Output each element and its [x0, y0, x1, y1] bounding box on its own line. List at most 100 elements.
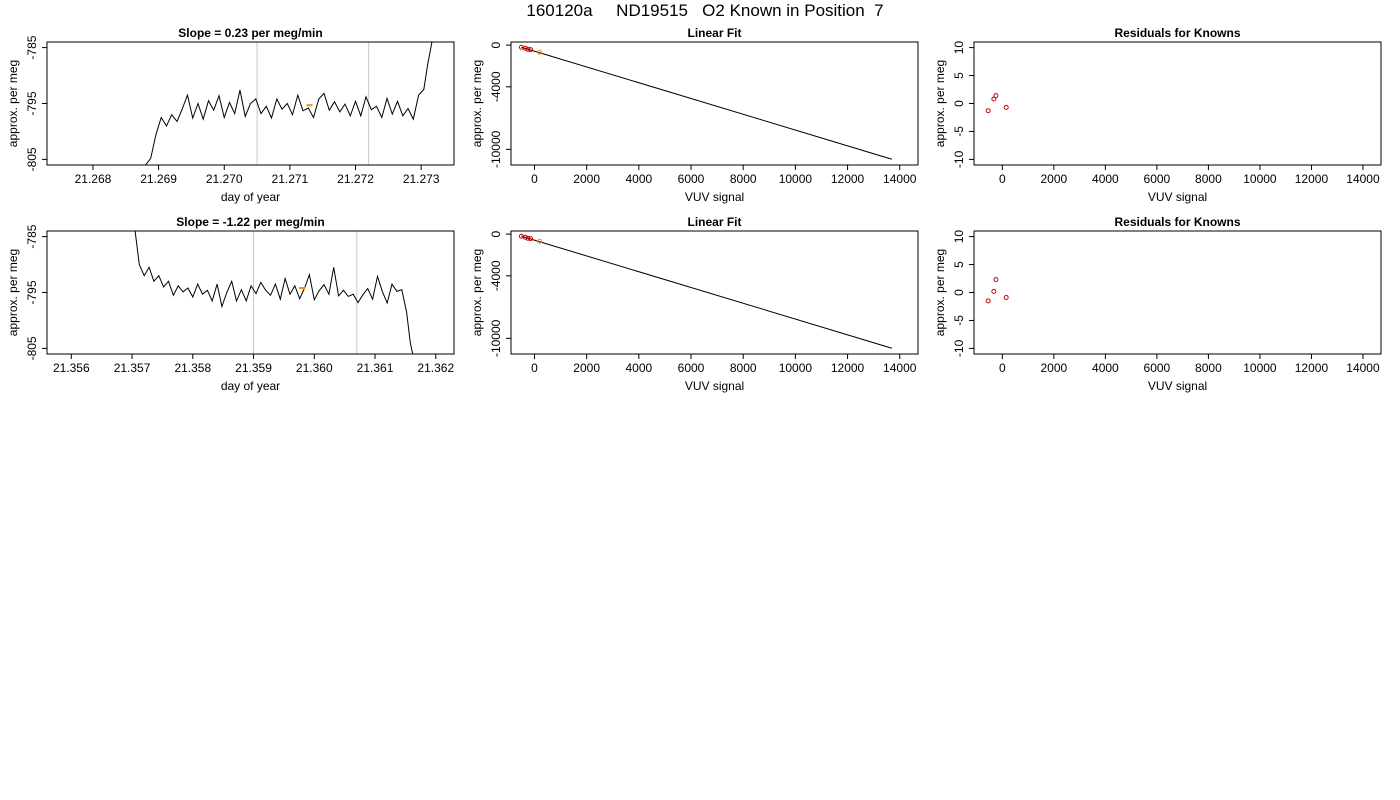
x-tick-label: 8000 [1195, 172, 1222, 186]
y-tick-label: -10 [952, 150, 966, 168]
chart-title: Slope = 0.23 per meg/min [178, 26, 322, 40]
x-tick-label: 21.268 [75, 172, 112, 186]
data-point [537, 49, 543, 55]
chart-title: Residuals for Knowns [1114, 26, 1240, 40]
data-point [537, 238, 543, 244]
x-tick-label: 6000 [1144, 361, 1171, 375]
data-point [991, 288, 997, 294]
x-tick-label: 21.272 [337, 172, 374, 186]
y-tick-label: 0 [952, 100, 966, 107]
plot-frame [510, 230, 919, 355]
x-tick-label: 2000 [573, 172, 600, 186]
x-tick-label: 21.270 [206, 172, 243, 186]
x-axis-label: VUV signal [1148, 190, 1207, 204]
y-axis-label: approx. per meg [933, 249, 947, 336]
x-tick-label: 21.273 [403, 172, 440, 186]
x-tick-label: 4000 [625, 361, 652, 375]
x-tick-label: 14000 [1346, 361, 1380, 375]
y-axis-label: approx. per meg [470, 60, 484, 147]
data-point [1003, 104, 1009, 110]
data-point [528, 47, 534, 53]
y-tick-label: 0 [952, 289, 966, 296]
x-tick-label: 21.361 [357, 361, 394, 375]
x-tick-label: 21.360 [296, 361, 333, 375]
x-tick-label: 21.357 [114, 361, 151, 375]
y-tick-label: -5 [952, 126, 966, 137]
x-tick-label: 21.362 [417, 361, 454, 375]
data-point [522, 234, 528, 240]
x-tick-label: 0 [531, 361, 538, 375]
x-tick-label: 21.358 [174, 361, 211, 375]
page-title: 160120a ND19515 O2 Known in Position 7 [526, 1, 884, 20]
plot-area [134, 231, 414, 354]
x-tick-label: 8000 [730, 361, 757, 375]
x-tick-label: 14000 [883, 172, 917, 186]
x-tick-label: 21.269 [140, 172, 177, 186]
x-tick-label: 0 [999, 361, 1006, 375]
series-line [134, 231, 414, 354]
y-tick-label: 5 [952, 72, 966, 79]
series-line [145, 42, 433, 165]
y-tick-label: -10000 [489, 319, 503, 357]
x-tick-label: 12000 [1295, 172, 1329, 186]
data-point [522, 45, 528, 51]
x-tick-label: 21.356 [53, 361, 90, 375]
x-tick-label: 14000 [883, 361, 917, 375]
x-axis-label: VUV signal [685, 190, 744, 204]
chart-title: Slope = -1.22 per meg/min [176, 215, 324, 229]
x-tick-label: 12000 [831, 361, 865, 375]
x-axis-label: day of year [221, 190, 280, 204]
x-tick-label: 4000 [1092, 361, 1119, 375]
plot-area [145, 42, 433, 165]
plot-area [985, 277, 1009, 304]
plot-frame [46, 230, 455, 355]
x-tick-label: 10000 [779, 361, 813, 375]
plot-frame [46, 41, 455, 166]
y-tick-label: -4000 [489, 260, 503, 291]
y-axis-label: approx. per meg [933, 60, 947, 147]
y-tick-label: -4000 [489, 71, 503, 102]
data-point [1003, 295, 1009, 301]
y-tick-label: -5 [952, 315, 966, 326]
y-tick-label: 10 [952, 230, 966, 244]
data-point [525, 46, 531, 52]
x-tick-label: 2000 [1041, 172, 1068, 186]
x-tick-label: 0 [531, 172, 538, 186]
fit-line [521, 235, 893, 349]
x-tick-label: 10000 [1243, 361, 1277, 375]
y-axis-label: approx. per meg [6, 249, 20, 336]
y-tick-label: -10 [952, 339, 966, 357]
x-axis-label: day of year [221, 379, 280, 393]
x-tick-label: 0 [999, 172, 1006, 186]
y-tick-label: -795 [25, 280, 39, 304]
y-tick-label: 0 [489, 41, 503, 48]
x-tick-label: 12000 [1295, 361, 1329, 375]
y-tick-label: -805 [25, 336, 39, 360]
x-tick-label: 21.271 [272, 172, 309, 186]
x-tick-label: 12000 [831, 172, 865, 186]
x-tick-label: 2000 [573, 361, 600, 375]
data-point [993, 93, 999, 99]
plot-frame [510, 41, 919, 166]
y-tick-label: -805 [25, 147, 39, 171]
y-axis-label: approx. per meg [470, 249, 484, 336]
y-tick-label: -10000 [489, 130, 503, 168]
data-point [993, 277, 999, 283]
y-axis-label: approx. per meg [6, 60, 20, 147]
x-tick-label: 14000 [1346, 172, 1380, 186]
y-tick-label: -785 [25, 35, 39, 59]
plot-area [518, 44, 893, 160]
x-tick-label: 4000 [1092, 172, 1119, 186]
plot-frame [973, 230, 1382, 355]
x-tick-label: 2000 [1041, 361, 1068, 375]
x-tick-label: 8000 [730, 172, 757, 186]
chart-title: Linear Fit [687, 215, 741, 229]
chart-title: Linear Fit [687, 26, 741, 40]
plot-frame [973, 41, 1382, 166]
y-tick-label: 10 [952, 41, 966, 55]
